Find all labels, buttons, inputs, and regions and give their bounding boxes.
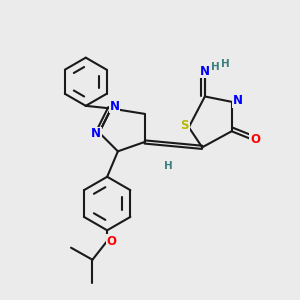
Text: H: H — [211, 62, 220, 72]
Text: S: S — [181, 118, 189, 132]
Text: N: N — [200, 64, 210, 77]
Text: N: N — [110, 100, 119, 113]
Text: O: O — [106, 235, 116, 248]
Text: N: N — [232, 94, 242, 107]
Text: N: N — [91, 128, 101, 140]
Text: O: O — [250, 133, 260, 146]
Text: H: H — [220, 59, 229, 69]
Text: H: H — [164, 161, 173, 171]
